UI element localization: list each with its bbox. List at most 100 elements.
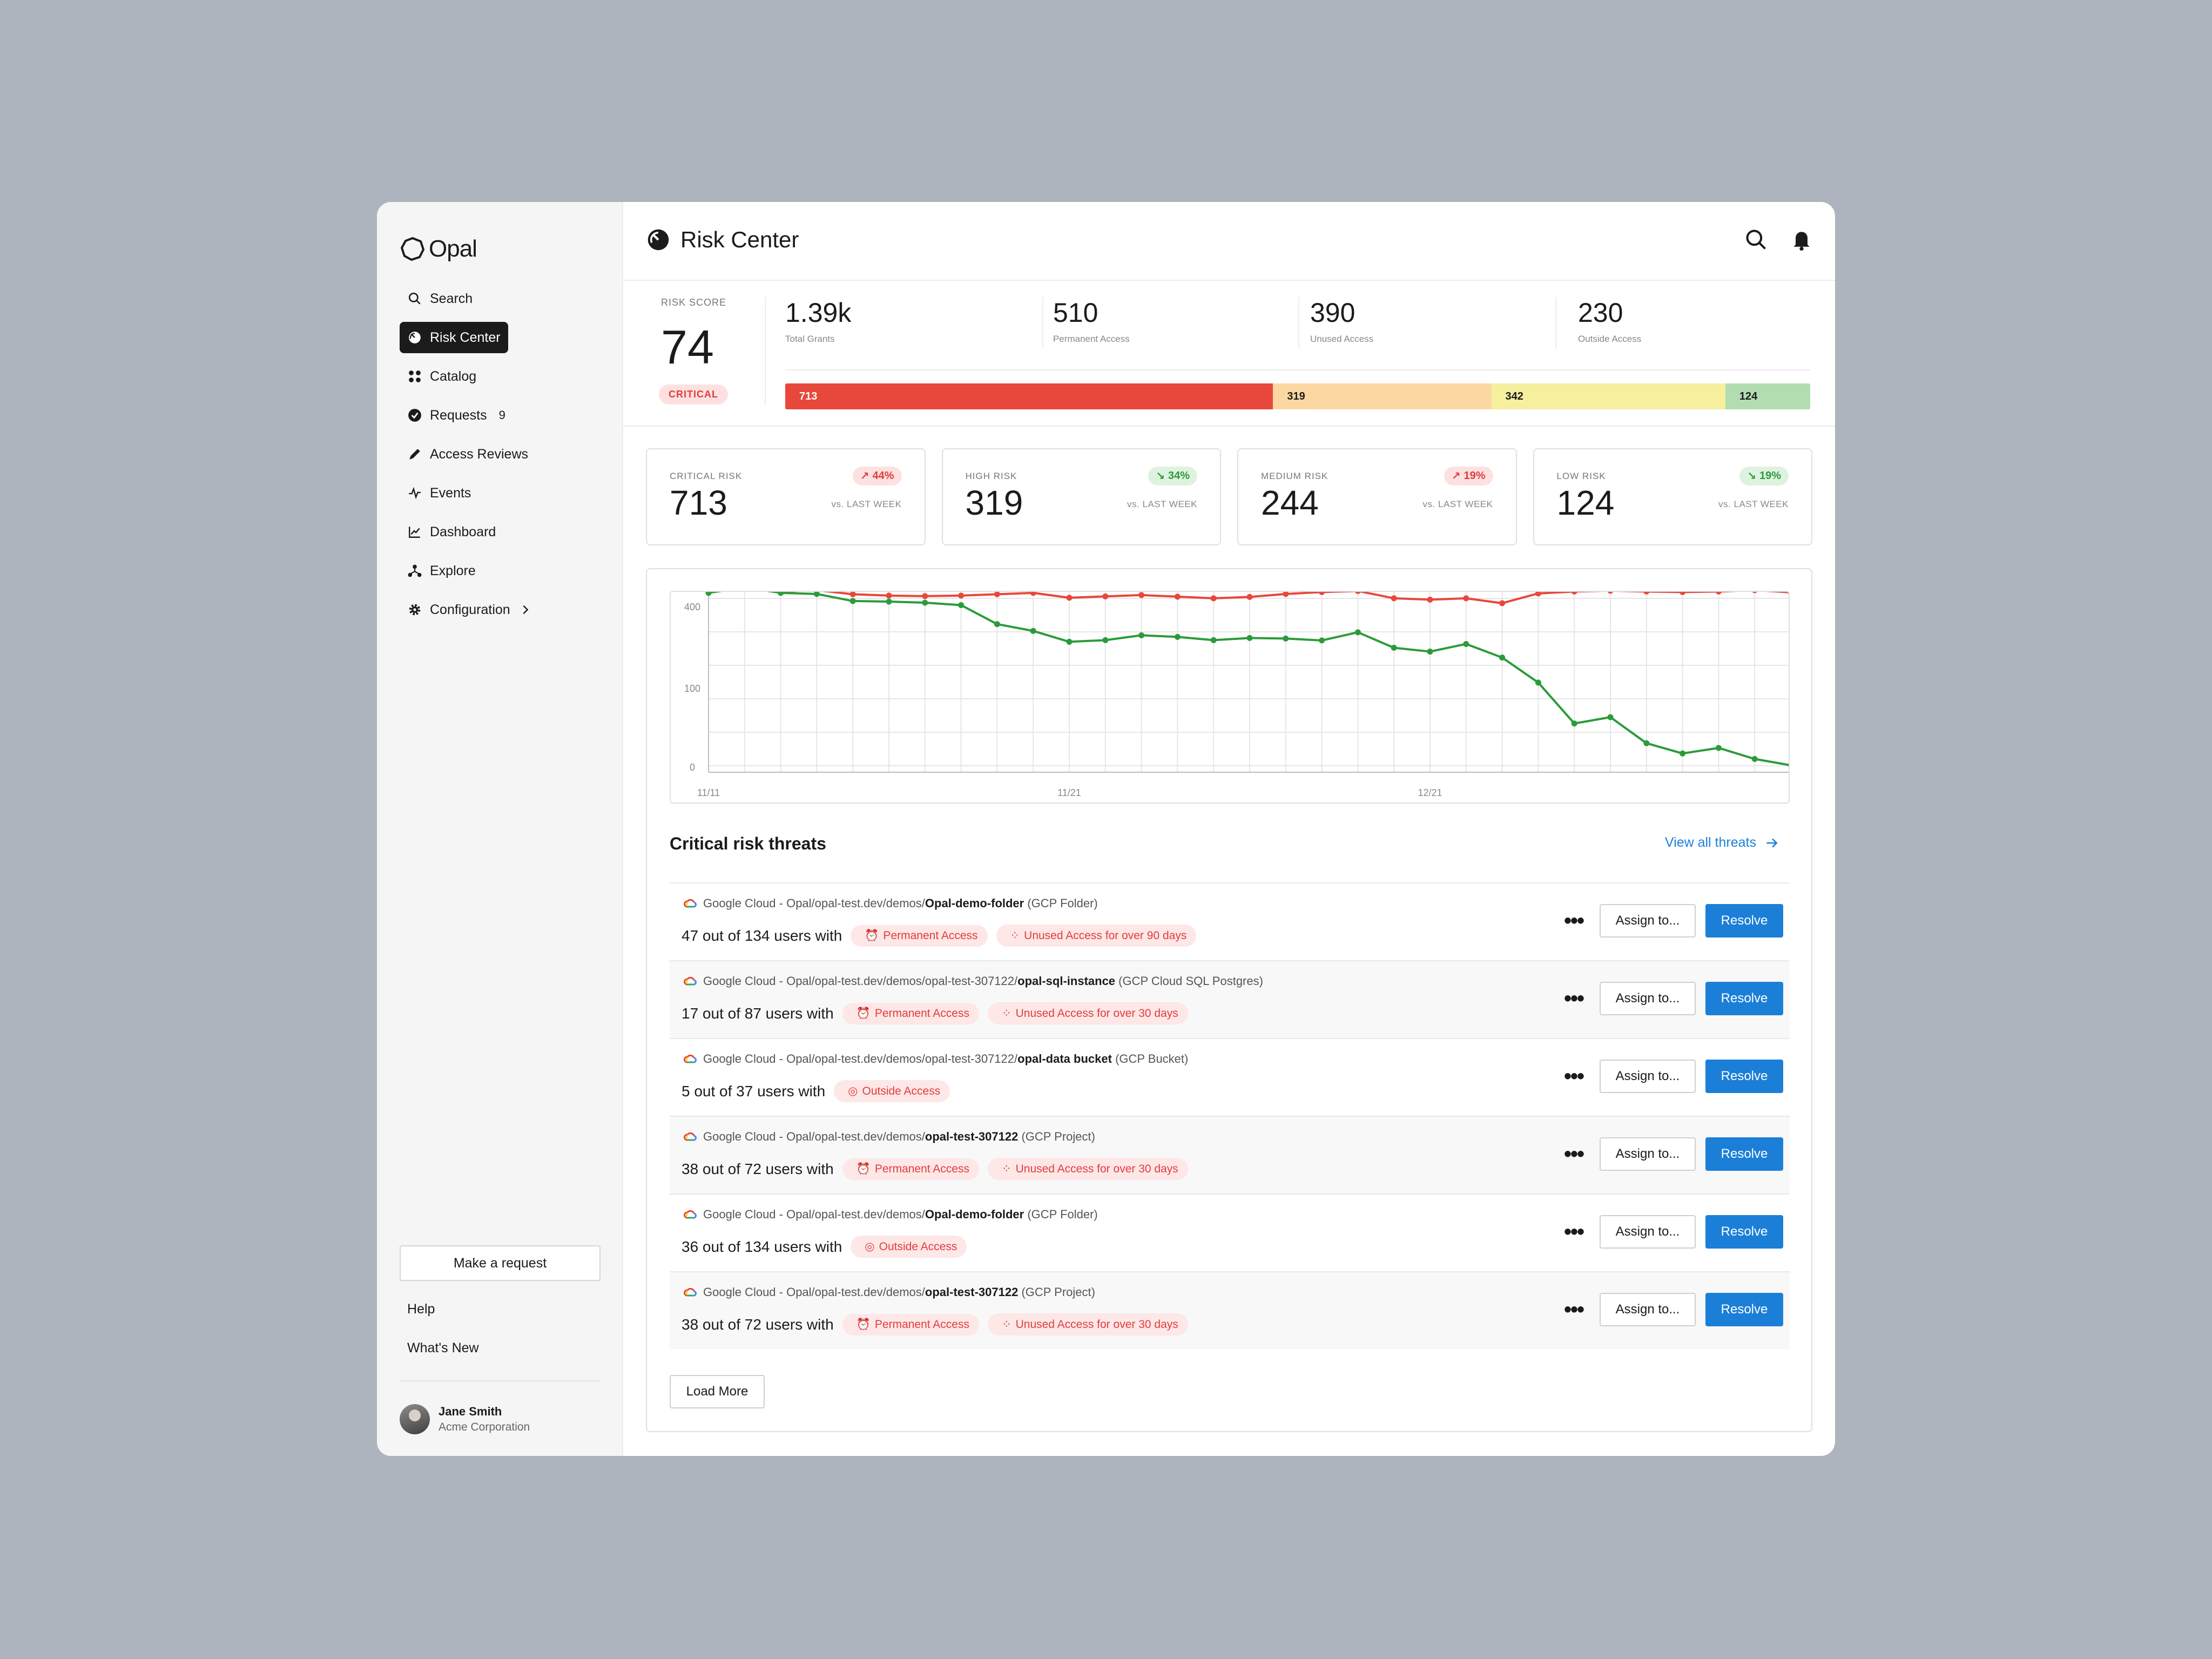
card-high-risk[interactable]: HIGH RISK 319 ↘ 34% vs. LAST WEEK [941,448,1221,545]
trend-badge: ↗ 44% [852,467,902,485]
tag-label: Unused Access for over 90 days [1024,929,1187,942]
assign-button[interactable]: Assign to... [1600,982,1696,1015]
risk-tag: alarm-icon⏰Permanent Access [851,925,988,947]
sidebar-item-dashboard[interactable]: Dashboard [400,516,503,548]
assign-button[interactable]: Assign to... [1600,1293,1696,1326]
assign-button[interactable]: Assign to... [1600,1137,1696,1171]
sidebar-item-label: Explore [430,563,476,578]
divider [785,369,1810,370]
user-profile[interactable]: Jane Smith Acme Corporation [400,1404,530,1434]
data-point [886,592,892,599]
tag-label: Outside Access [862,1084,941,1097]
data-point [1246,594,1253,600]
data-point [1680,750,1686,757]
table-row[interactable]: Google Cloud - Opal/opal-test.dev/demos/… [670,1038,1790,1116]
threats-list: Google Cloud - Opal/opal-test.dev/demos/… [670,882,1790,1349]
tag-label: Permanent Access [874,1318,969,1331]
table-row[interactable]: Google Cloud - Opal/opal-test.dev/demos/… [670,882,1790,960]
resolve-button[interactable]: Resolve [1705,982,1783,1015]
risk-tag: dashed-circle-icon⁘Unused Access for ove… [987,1002,1188,1024]
table-row[interactable]: Google Cloud - Opal/opal-test.dev/demos/… [670,1271,1790,1349]
resource-path: Google Cloud - Opal/opal-test.dev/demos/… [684,1130,1095,1144]
resource-path: Google Cloud - Opal/opal-test.dev/demos/… [684,974,1263,988]
resolve-button[interactable]: Resolve [1705,1293,1783,1326]
logo[interactable]: Opal [400,235,477,262]
tag-label: Outside Access [879,1240,957,1253]
divider [1042,297,1043,349]
status-badge: CRITICAL [659,385,728,404]
metric-label: Outside Access [1578,334,1642,344]
assign-button[interactable]: Assign to... [1600,1060,1696,1093]
resource-name[interactable]: opal-test-307122 [925,1285,1019,1299]
whats-new-link[interactable]: What's New [407,1340,479,1355]
resolve-button[interactable]: Resolve [1705,904,1783,938]
data-point [1391,595,1397,602]
more-options-icon[interactable]: ••• [1563,1220,1584,1244]
resource-name[interactable]: Opal-demo-folder [925,1208,1024,1221]
x-tick-label: 11/21 [1057,787,1081,798]
data-point [1355,592,1361,594]
resource-name[interactable]: Opal-demo-folder [925,896,1024,910]
threat-summary: 47 out of 134 users withalarm-icon⏰Perma… [682,925,1197,947]
breakdown-segment: 319 [1273,383,1492,409]
more-options-icon[interactable]: ••• [1563,909,1584,933]
sidebar-item-explore[interactable]: Explore [400,555,483,586]
make-request-button[interactable]: Make a request [400,1245,601,1281]
sidebar-item-risk-center[interactable]: Risk Center [400,322,508,353]
data-point [1607,714,1614,720]
table-row[interactable]: Google Cloud - Opal/opal-test.dev/demos/… [670,960,1790,1038]
sidebar-item-catalog[interactable]: Catalog [400,361,484,392]
data-point [849,592,856,597]
trend-value: 19% [1759,470,1781,482]
sidebar-item-requests[interactable]: Requests 9 [400,400,513,431]
data-point [922,593,928,599]
data-point [1788,592,1789,595]
resolve-button[interactable]: Resolve [1705,1215,1783,1249]
trend-value: 19% [1464,470,1486,482]
assign-button[interactable]: Assign to... [1600,904,1696,938]
explore-icon [407,563,422,578]
tag-glyph: ⁘ [1001,1163,1011,1175]
table-row[interactable]: Google Cloud - Opal/opal-test.dev/demos/… [670,1116,1790,1193]
table-row[interactable]: Google Cloud - Opal/opal-test.dev/demos/… [670,1193,1790,1271]
sidebar-item-events[interactable]: Events [400,477,478,509]
card-low-risk[interactable]: LOW RISK 124 ↘ 19% vs. LAST WEEK [1533,448,1812,545]
assign-button[interactable]: Assign to... [1600,1215,1696,1249]
data-point [1463,595,1469,602]
threat-summary-text: 36 out of 134 users with [682,1238,842,1255]
resource-name[interactable]: opal-test-307122 [925,1130,1019,1143]
load-more-button[interactable]: Load More [670,1375,765,1408]
data-point [1138,632,1145,638]
user-name: Jane Smith [439,1405,502,1418]
search-icon[interactable] [1744,228,1768,252]
bell-icon[interactable] [1790,228,1813,252]
card-critical-risk[interactable]: CRITICAL RISK 713 ↗ 44% vs. LAST WEEK [646,448,926,545]
more-options-icon[interactable]: ••• [1563,987,1584,1010]
requests-icon [407,408,422,423]
row-actions: ••• Assign to... Resolve [1557,1060,1783,1093]
resource-name[interactable]: opal-data bucket [1017,1052,1112,1065]
chevron-right-icon [518,602,533,617]
sidebar-item-search[interactable]: Search [400,283,480,314]
view-all-threats-link[interactable]: View all threats [1665,835,1779,851]
card-medium-risk[interactable]: MEDIUM RISK 244 ↗ 19% vs. LAST WEEK [1237,448,1517,545]
requests-count-badge: 9 [498,408,505,422]
resource-name[interactable]: opal-sql-instance [1017,974,1116,988]
x-tick-label: 11/11 [697,787,720,798]
more-options-icon[interactable]: ••• [1563,1064,1584,1088]
sidebar-nav: Search Risk Center Catalog Requests 9 Ac… [400,283,605,633]
sidebar-item-configuration[interactable]: Configuration [400,594,541,625]
resolve-button[interactable]: Resolve [1705,1137,1783,1171]
help-link[interactable]: Help [407,1301,435,1317]
google-cloud-icon [684,1287,697,1297]
more-options-icon[interactable]: ••• [1563,1298,1584,1321]
data-point [1391,645,1397,651]
opal-logo-icon [401,237,424,261]
data-point [1751,756,1758,762]
threats-panel: 400 100 0 11/11 11/21 12/21 Critical risk thr… [646,568,1812,1432]
metric-value: 390 [1310,298,1355,328]
more-options-icon[interactable]: ••• [1563,1142,1584,1166]
resolve-button[interactable]: Resolve [1705,1060,1783,1093]
catalog-icon [407,369,422,384]
sidebar-item-access-reviews[interactable]: Access Reviews [400,439,536,470]
